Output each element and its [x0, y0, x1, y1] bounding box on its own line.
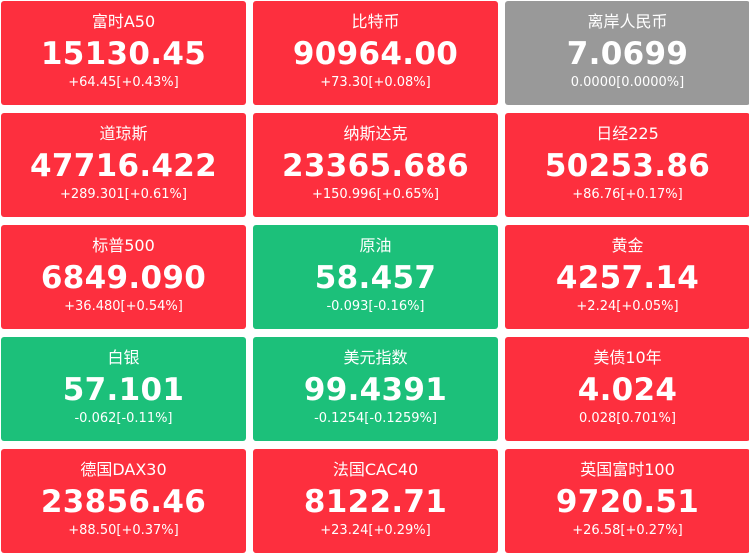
quote-change: +2.24[+0.05%] [576, 299, 679, 314]
quote-tile-us-10y-treasury[interactable]: 美债10年 4.024 0.028[0.701%] [505, 337, 749, 441]
quote-price: 8122.71 [303, 484, 448, 520]
quote-tile-nasdaq[interactable]: 纳斯达克 23365.686 +150.996[+0.65%] [253, 113, 498, 217]
quote-price: 23365.686 [281, 148, 470, 184]
quote-tile-silver[interactable]: 白银 57.101 -0.062[-0.11%] [1, 337, 246, 441]
quote-change: -0.1254[-0.1259%] [314, 411, 437, 426]
quote-tile-dax30[interactable]: 德国DAX30 23856.46 +88.50[+0.37%] [1, 449, 246, 553]
quote-change: -0.062[-0.11%] [74, 411, 173, 426]
quote-price: 58.457 [314, 260, 437, 296]
quote-price: 90964.00 [292, 36, 459, 72]
quote-tile-cac40[interactable]: 法国CAC40 8122.71 +23.24[+0.29%] [253, 449, 498, 553]
quote-price: 4.024 [577, 372, 678, 408]
quote-price: 4257.14 [555, 260, 700, 296]
quote-tile-dow-jones[interactable]: 道琼斯 47716.422 +289.301[+0.61%] [1, 113, 246, 217]
quote-price: 15130.45 [40, 36, 207, 72]
quote-price: 23856.46 [40, 484, 207, 520]
quote-price: 9720.51 [555, 484, 700, 520]
quote-tile-sp500[interactable]: 标普500 6849.090 +36.480[+0.54%] [1, 225, 246, 329]
quote-name: 法国CAC40 [332, 460, 419, 479]
quote-name: 英国富时100 [580, 460, 675, 479]
quote-price: 99.4391 [303, 372, 448, 408]
quote-tile-ftse100[interactable]: 英国富时100 9720.51 +26.58[+0.27%] [505, 449, 749, 553]
quote-name: 富时A50 [91, 12, 156, 31]
quote-name: 美债10年 [593, 348, 662, 367]
quote-change: +289.301[+0.61%] [60, 187, 187, 202]
quote-change: 0.0000[0.0000%] [570, 75, 685, 90]
quote-change: +73.30[+0.08%] [320, 75, 431, 90]
quote-price: 50253.86 [544, 148, 711, 184]
quote-tile-gold[interactable]: 黄金 4257.14 +2.24[+0.05%] [505, 225, 749, 329]
quote-name: 标普500 [92, 236, 155, 255]
quote-change: -0.093[-0.16%] [326, 299, 425, 314]
quote-name: 纳斯达克 [343, 124, 408, 143]
quote-tile-offshore-cny[interactable]: 离岸人民币 7.0699 0.0000[0.0000%] [505, 1, 749, 105]
quote-price: 57.101 [62, 372, 185, 408]
quote-tile-a50[interactable]: 富时A50 15130.45 +64.45[+0.43%] [1, 1, 246, 105]
quote-change: +88.50[+0.37%] [68, 523, 179, 538]
quote-change: +64.45[+0.43%] [68, 75, 179, 90]
quote-name: 日经225 [596, 124, 659, 143]
quote-name: 离岸人民币 [587, 12, 668, 31]
quote-price: 47716.422 [29, 148, 218, 184]
quote-change: +86.76[+0.17%] [572, 187, 683, 202]
quote-tile-bitcoin[interactable]: 比特币 90964.00 +73.30[+0.08%] [253, 1, 498, 105]
quote-price: 6849.090 [40, 260, 207, 296]
quote-name: 德国DAX30 [80, 460, 167, 479]
quote-change: +36.480[+0.54%] [64, 299, 183, 314]
quote-tile-dollar-index[interactable]: 美元指数 99.4391 -0.1254[-0.1259%] [253, 337, 498, 441]
quote-change: 0.028[0.701%] [579, 411, 676, 426]
quote-name: 美元指数 [343, 348, 408, 367]
quote-tile-nikkei225[interactable]: 日经225 50253.86 +86.76[+0.17%] [505, 113, 749, 217]
quote-price: 7.0699 [566, 36, 689, 72]
quote-change: +26.58[+0.27%] [572, 523, 683, 538]
quote-name: 原油 [359, 236, 392, 255]
quote-tile-crude-oil[interactable]: 原油 58.457 -0.093[-0.16%] [253, 225, 498, 329]
quote-name: 道琼斯 [99, 124, 148, 143]
quote-name: 比特币 [351, 12, 400, 31]
quote-change: +150.996[+0.65%] [312, 187, 439, 202]
quote-name: 黄金 [611, 236, 644, 255]
quote-change: +23.24[+0.29%] [320, 523, 431, 538]
quote-name: 白银 [107, 348, 140, 367]
